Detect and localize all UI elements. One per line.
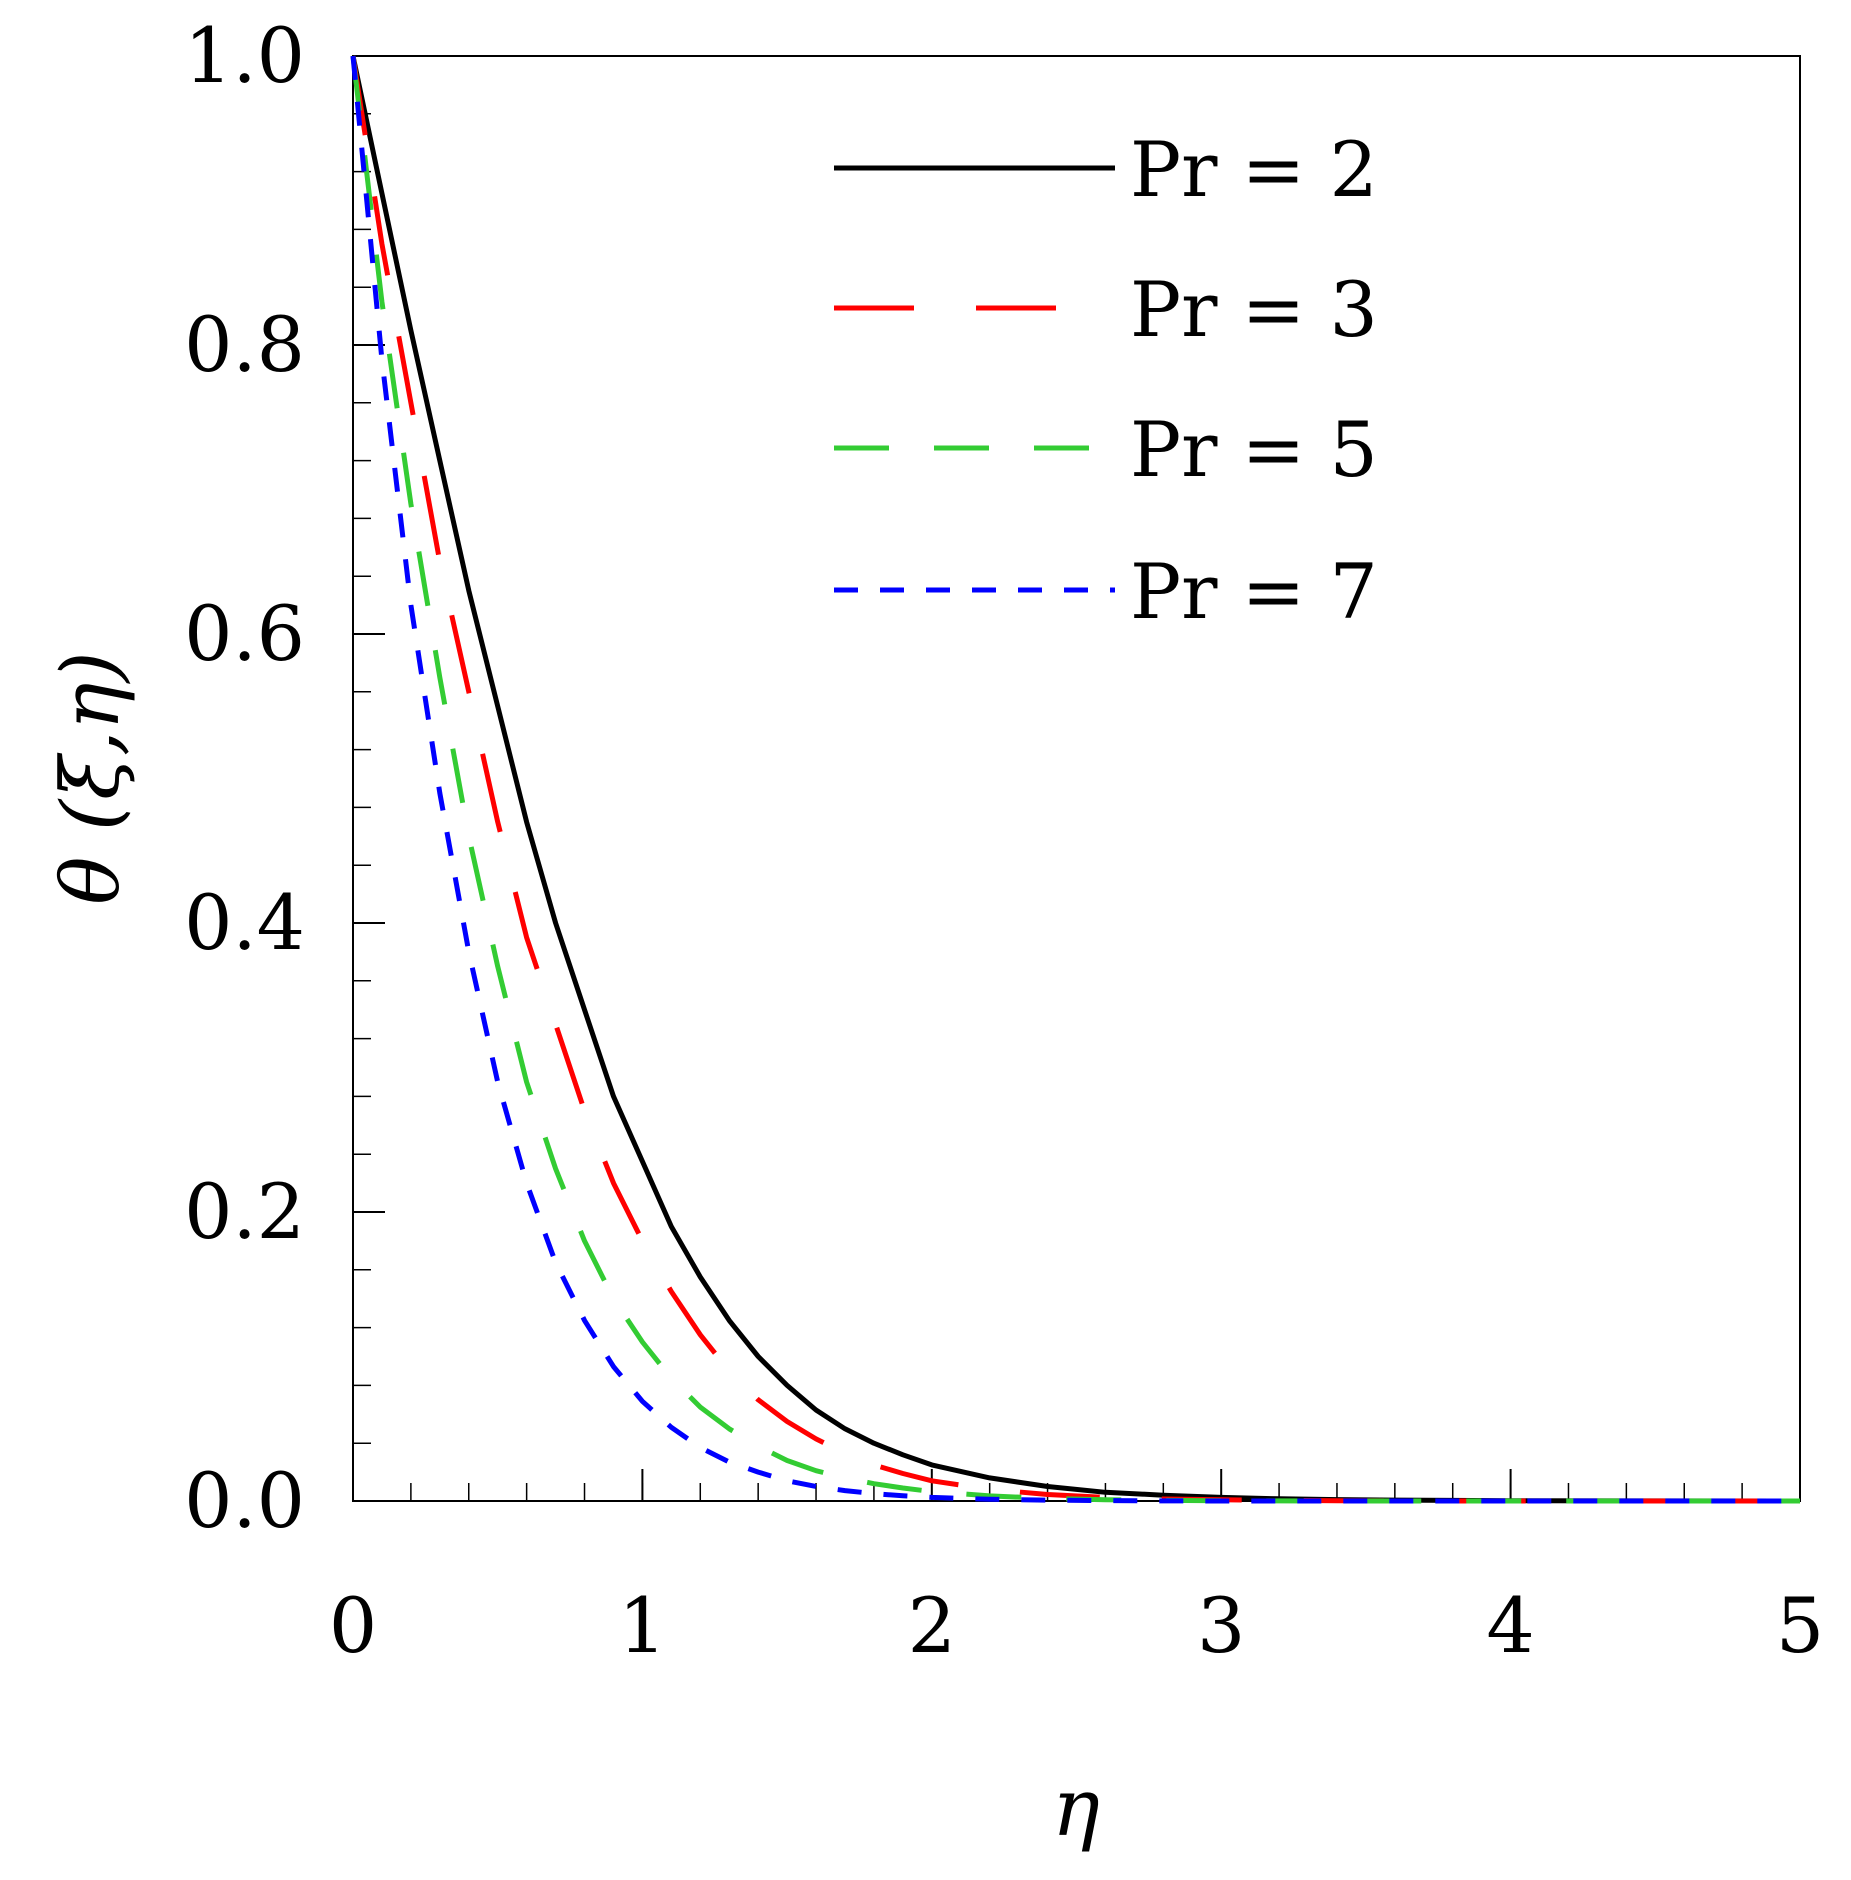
legend-entry-label: Pr = 2 [1130,125,1378,214]
series-layer [350,55,1801,1504]
x-tick-label: 0 [329,1581,377,1670]
tick-labels: 0.0 0.2 0.4 0.6 0.8 1.0 0 1 2 3 4 5 [184,11,1824,1670]
x-tick-label: 1 [618,1581,666,1670]
legend-entry-label: Pr = 7 [1130,547,1378,636]
x-tick-label: 5 [1776,1581,1824,1670]
y-tick-label: 0.2 [184,1167,305,1256]
y-tick-label: 0.6 [184,589,305,678]
y-tick-label: 0.8 [184,300,305,389]
x-axis-label: η [1052,1761,1100,1854]
x-tick-label: 3 [1197,1581,1245,1670]
legend-entry-label: Pr = 3 [1130,265,1378,354]
legend-entry-label: Pr = 5 [1130,405,1378,494]
x-tick-label: 2 [908,1581,956,1670]
y-tick-label: 1.0 [184,11,305,100]
legend: Pr = 2 Pr = 3 Pr = 5 Pr = 7 [834,125,1378,636]
minor-ticks [352,55,1801,1502]
series-line-pr-7 [350,55,1800,1504]
y-axis-label: θ (ξ,η) [44,651,137,904]
y-tick-label: 0.4 [184,878,305,967]
y-tick-label: 0.0 [184,1456,305,1545]
x-tick-label: 4 [1486,1581,1534,1670]
